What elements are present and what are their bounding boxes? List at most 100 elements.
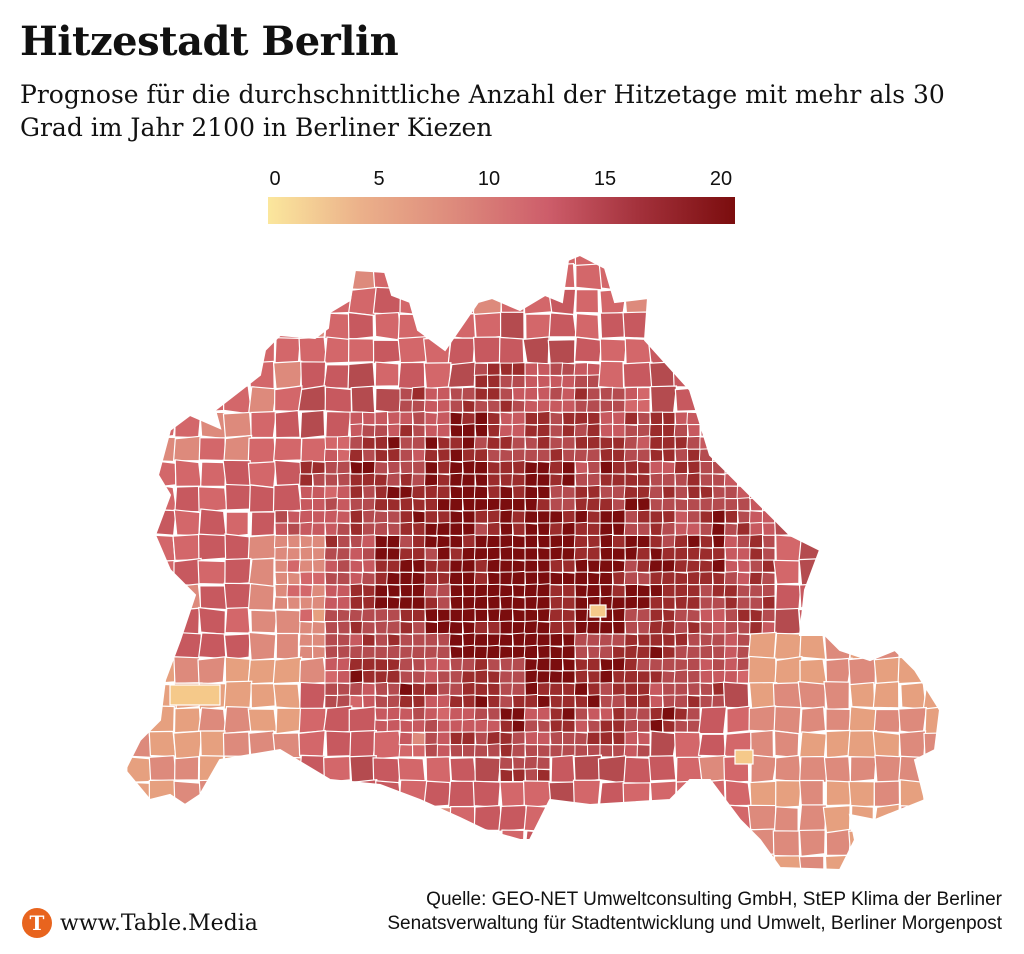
district-cell xyxy=(723,437,751,462)
district-cell xyxy=(411,583,426,598)
district-cell xyxy=(624,620,638,635)
district-cell xyxy=(410,386,426,401)
district-cell xyxy=(723,645,738,659)
district-cell xyxy=(250,609,278,634)
district-cell xyxy=(549,534,563,549)
district-cell xyxy=(423,718,438,733)
district-cell xyxy=(661,485,676,499)
district-cell xyxy=(149,659,178,685)
district-cell xyxy=(425,854,452,870)
district-cell xyxy=(324,830,351,859)
district-cell xyxy=(711,558,726,573)
district-cell xyxy=(872,803,900,832)
district-cell xyxy=(474,682,488,696)
district-cell xyxy=(772,460,803,489)
district-cell xyxy=(311,595,326,610)
district-cell xyxy=(461,731,476,746)
district-cell xyxy=(825,289,852,316)
district-cell xyxy=(649,608,663,623)
district-cell xyxy=(597,360,625,390)
district-cell xyxy=(711,645,726,659)
district-cell xyxy=(686,472,701,487)
district-cell xyxy=(125,682,128,709)
district-cell xyxy=(436,719,451,733)
district-cell xyxy=(449,547,463,561)
district-cell xyxy=(723,570,738,586)
district-cell xyxy=(361,547,376,561)
district-cell xyxy=(586,484,601,499)
district-cell xyxy=(649,460,663,475)
district-cell xyxy=(549,411,563,426)
district-cell xyxy=(598,633,613,647)
district-cell xyxy=(573,374,588,389)
district-cell xyxy=(923,582,940,612)
district-cell xyxy=(611,731,626,746)
district-cell xyxy=(536,547,551,561)
district-cell xyxy=(636,473,651,487)
district-cell xyxy=(361,645,376,659)
district-cell xyxy=(900,681,927,711)
district-cell xyxy=(486,436,501,450)
district-cell xyxy=(674,595,688,610)
district-cell xyxy=(749,521,763,536)
district-cell xyxy=(524,448,538,463)
district-cell xyxy=(486,497,501,512)
district-cell xyxy=(436,670,451,684)
district-cell xyxy=(747,311,777,341)
legend-tick-10: 10 xyxy=(477,168,501,190)
district-cell xyxy=(573,632,588,647)
district-cell xyxy=(586,411,601,426)
district-cell xyxy=(800,509,828,538)
district-cell xyxy=(436,657,451,672)
district-cell xyxy=(125,830,127,857)
district-cell xyxy=(536,608,551,623)
district-cell xyxy=(511,768,526,783)
district-cell xyxy=(286,571,301,586)
district-cell xyxy=(273,853,302,870)
district-cell xyxy=(198,779,227,807)
district-cell xyxy=(523,583,538,598)
district-cell xyxy=(511,670,526,684)
district-cell xyxy=(761,509,776,524)
district-cell xyxy=(448,694,463,709)
district-cell xyxy=(524,669,538,684)
district-cell xyxy=(449,608,463,623)
district-cell xyxy=(424,657,438,672)
district-cell xyxy=(524,362,538,376)
district-cell xyxy=(411,534,426,549)
district-cell xyxy=(548,312,577,338)
district-cell xyxy=(686,621,701,635)
district-cell xyxy=(336,510,351,524)
district-cell xyxy=(922,486,940,514)
district-cell xyxy=(622,361,653,389)
district-cell xyxy=(361,411,376,426)
district-cell xyxy=(486,571,501,586)
district-cell xyxy=(697,360,728,388)
district-cell xyxy=(674,411,688,426)
district-cell xyxy=(311,571,326,586)
district-cell xyxy=(736,534,751,549)
district-cell xyxy=(511,756,526,770)
district-cell xyxy=(774,754,802,783)
district-cell xyxy=(722,360,751,388)
district-cell xyxy=(125,732,127,759)
district-cell xyxy=(386,620,401,635)
district-cell xyxy=(822,557,852,588)
district-cell xyxy=(686,485,701,499)
district-cell xyxy=(499,743,513,758)
district-cell xyxy=(699,621,713,635)
district-cell xyxy=(849,286,877,315)
district-cell xyxy=(772,264,803,290)
district-cell xyxy=(149,362,178,389)
district-cell xyxy=(699,804,726,833)
district-cell xyxy=(624,595,638,610)
district-cell xyxy=(311,472,326,487)
district-cell xyxy=(899,533,927,562)
district-cell xyxy=(599,447,613,463)
district-cell xyxy=(472,336,502,364)
district-cell xyxy=(549,595,563,610)
district-cell xyxy=(224,311,251,339)
district-cell xyxy=(536,497,551,512)
district-cell xyxy=(474,558,488,573)
district-cell xyxy=(524,497,538,512)
